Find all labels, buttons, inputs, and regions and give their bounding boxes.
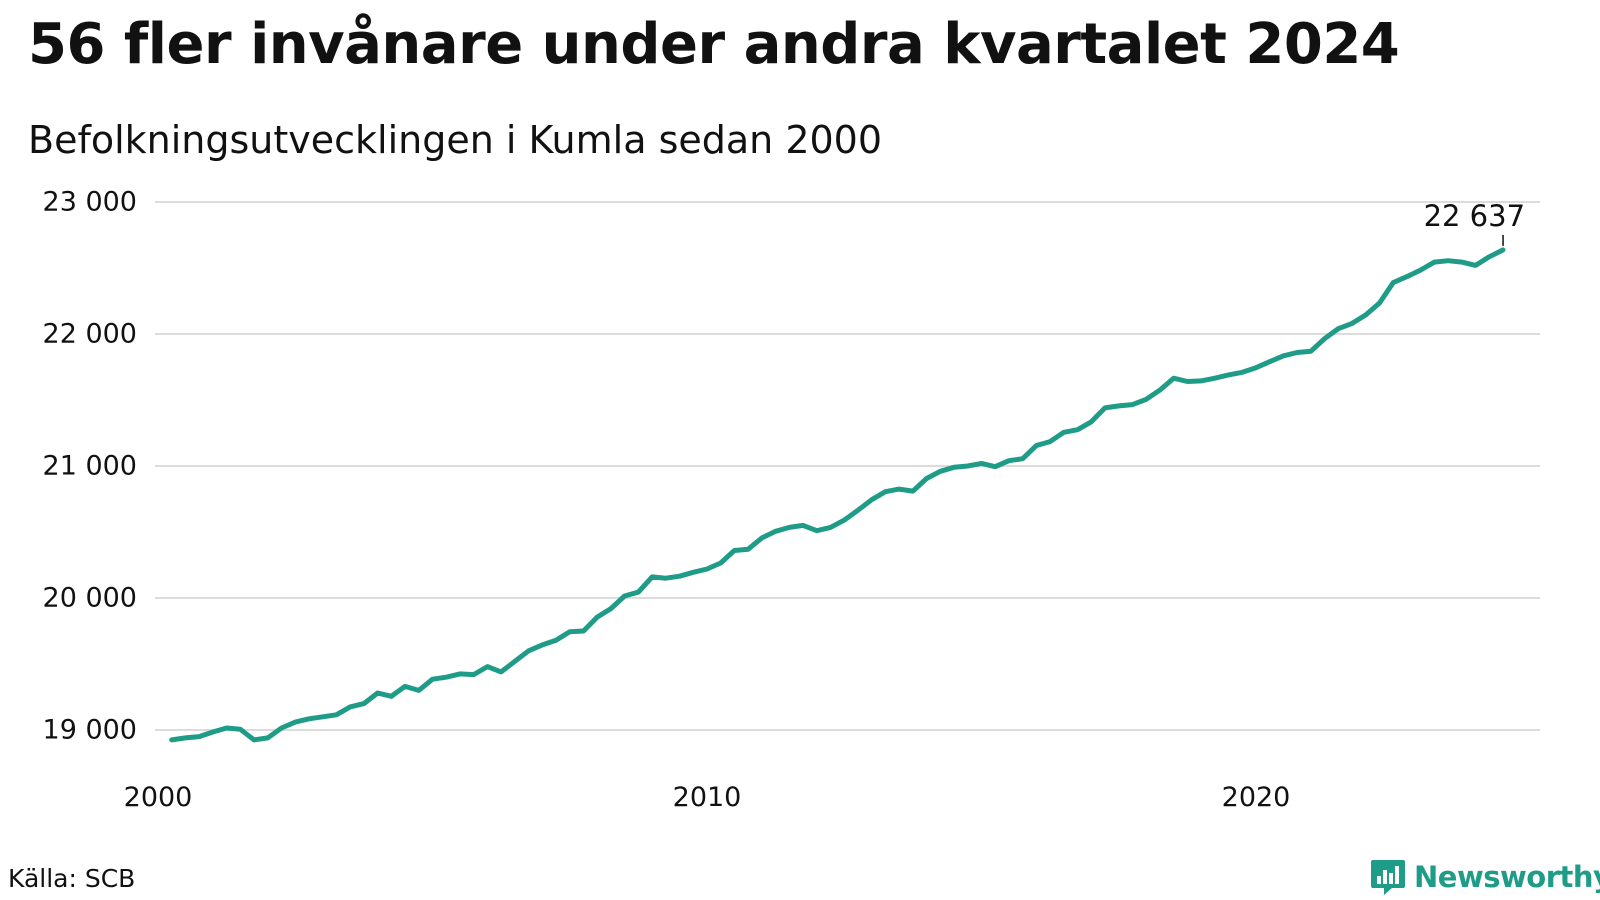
y-tick-label: 23 000	[43, 187, 137, 218]
series-layer	[169, 247, 1506, 743]
x-tick-label: 2010	[673, 782, 742, 813]
x-tick-label: 2000	[124, 782, 193, 813]
x-tick-label: 2020	[1222, 782, 1291, 813]
gridlines	[155, 201, 1540, 731]
annotation-layer: 22 637	[1424, 199, 1525, 246]
y-tick-label: 19 000	[43, 715, 137, 746]
chart-subtitle: Befolkningsutvecklingen i Kumla sedan 20…	[28, 118, 883, 162]
newsworthy-logo-icon	[1371, 860, 1405, 895]
y-tick-label: 20 000	[43, 583, 137, 614]
series-line	[169, 247, 1506, 743]
end-value-label: 22 637	[1424, 199, 1525, 233]
chart-title: 56 fler invånare under andra kvartalet 2…	[28, 12, 1400, 77]
y-tick-label: 22 000	[43, 319, 137, 350]
y-tick-label: 21 000	[43, 451, 137, 482]
x-axis-ticks: 2000 2010 2020	[124, 782, 1291, 813]
brand-name: Newsworthy	[1414, 860, 1600, 894]
brand-logo: Newsworthy	[1370, 858, 1600, 896]
source-note: Källa: SCB	[8, 864, 136, 893]
y-axis-ticks: 19 000 20 000 21 000 22 000 23 000	[43, 187, 137, 746]
